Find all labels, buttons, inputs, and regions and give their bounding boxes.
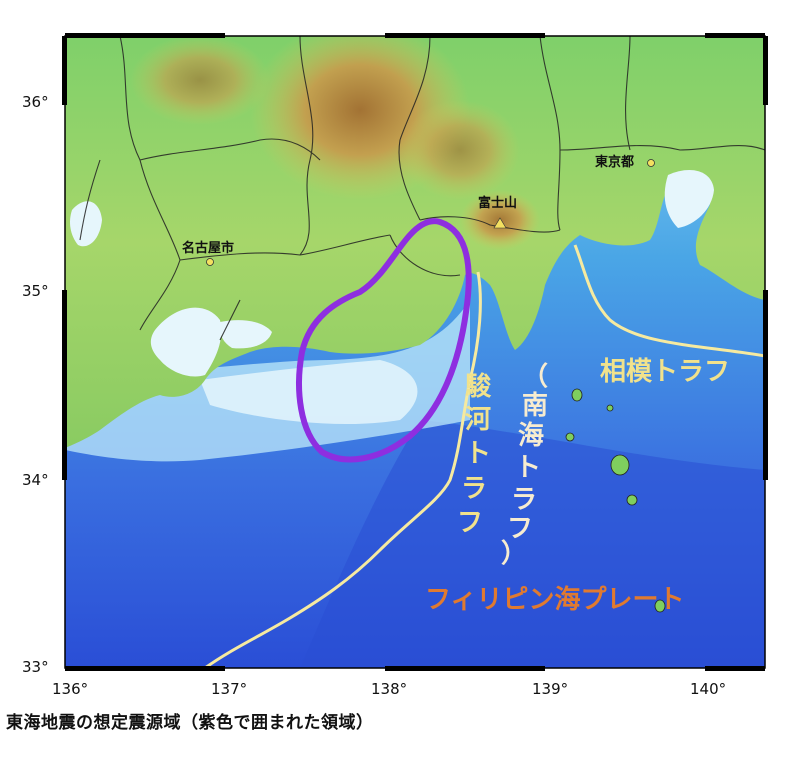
suruga-nankai-trough-line xyxy=(204,271,482,668)
philippine-sea-plate-label: フィリピン海プレート xyxy=(425,585,684,615)
x-tick-138: 138° xyxy=(371,680,407,698)
prefecture-borders xyxy=(79,36,765,341)
mountain-shade-3 xyxy=(400,100,520,200)
lake-biwa xyxy=(70,201,102,247)
trough-lines xyxy=(204,244,765,668)
nankai-char-2: 南 xyxy=(522,391,548,421)
nankai-char-1: （ xyxy=(522,362,548,392)
suruga-trough-label: 駿 河 ト ラ フ xyxy=(457,371,492,538)
nankai-char-5: ラ xyxy=(511,485,537,515)
suruga-char-2: 河 xyxy=(465,405,491,435)
suruga-char-5: フ xyxy=(457,508,483,538)
x-tick-140: 140° xyxy=(690,680,726,698)
shelf-white xyxy=(200,360,418,425)
suruga-char-3: ト xyxy=(465,439,491,469)
map-frame xyxy=(62,33,768,671)
y-tick-35: 35° xyxy=(22,282,49,300)
nankai-char-7: ） xyxy=(501,539,527,569)
fuji-marker xyxy=(493,217,507,229)
y-tick-33: 33° xyxy=(22,658,49,676)
tokai-source-region-outline xyxy=(296,218,472,463)
x-tick-136: 136° xyxy=(52,680,88,698)
y-tick-36: 36° xyxy=(22,93,49,111)
nankai-char-4: ト xyxy=(515,453,541,483)
nankai-trough-label: （ 南 海 ト ラ フ ） xyxy=(501,362,548,569)
suruga-char-4: ラ xyxy=(461,474,487,504)
x-axis-labels: 136° 137° 138° 139° 140° xyxy=(52,680,726,698)
y-axis-labels: 36° 35° 34° 33° xyxy=(22,93,49,676)
y-tick-34: 34° xyxy=(22,471,49,489)
izu-islands xyxy=(565,388,666,613)
tokyo-bay xyxy=(664,170,714,228)
map-area: 名古屋市 東京都 富士山 相模トラフ 駿 河 ト ラ フ （ 南 海 ト ラ フ… xyxy=(65,36,765,668)
sagami-trough-line xyxy=(573,244,765,358)
tokyo-marker xyxy=(647,159,655,167)
sagami-trough-label: 相模トラフ xyxy=(600,357,730,387)
deep-sea xyxy=(300,420,765,668)
nankai-char-6: フ xyxy=(507,514,533,544)
nagoya-label: 名古屋市 xyxy=(182,240,234,256)
suruga-char-1: 駿 xyxy=(465,371,492,402)
mikawa-bay xyxy=(219,320,272,349)
map-caption: 東海地震の想定震源域（紫色で囲まれた領域） xyxy=(6,713,374,733)
ise-bay xyxy=(150,307,222,377)
x-tick-139: 139° xyxy=(532,680,568,698)
x-tick-137: 137° xyxy=(211,680,247,698)
tokyo-label: 東京都 xyxy=(595,154,634,170)
mountain-shade-2 xyxy=(130,36,270,125)
nankai-char-3: 海 xyxy=(518,421,544,451)
nagoya-marker xyxy=(206,258,214,266)
fuji-label: 富士山 xyxy=(478,195,517,211)
